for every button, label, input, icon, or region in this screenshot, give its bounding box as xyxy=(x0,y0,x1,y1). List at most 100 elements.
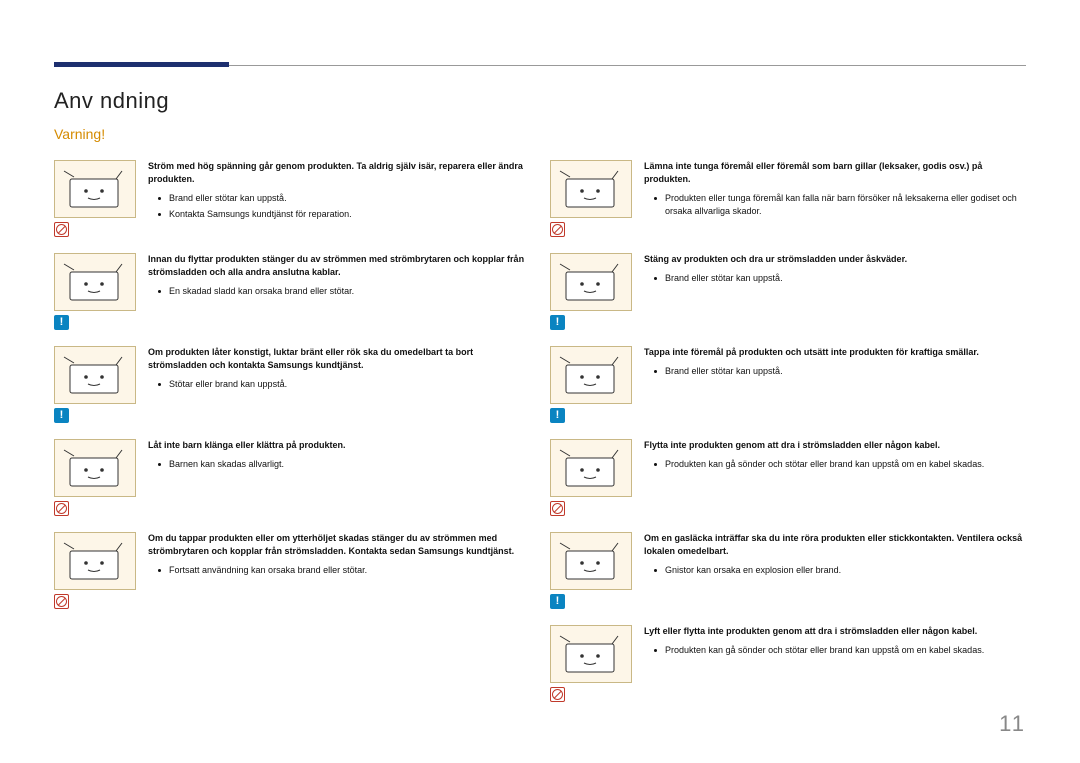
bullet-text: Produkten kan gå sönder och stötar eller… xyxy=(665,644,984,657)
item-lead: Flytta inte produkten genom att dra i st… xyxy=(644,439,1026,452)
bullet-dot xyxy=(654,197,657,200)
item-text: Flytta inte produkten genom att dra i st… xyxy=(644,439,1026,474)
item-lead: Låt inte barn klänga eller klättra på pr… xyxy=(148,439,530,452)
illustration xyxy=(54,439,136,497)
item-text: Lämna inte tunga föremål eller föremål s… xyxy=(644,160,1026,221)
prohibit-icon xyxy=(54,222,69,237)
item-bullet: Stötar eller brand kan uppstå. xyxy=(148,378,530,391)
bullet-text: Brand eller stötar kan uppstå. xyxy=(169,192,287,205)
bullet-text: Produkten eller tunga föremål kan falla … xyxy=(665,192,1026,218)
illustration-column: ! xyxy=(550,532,632,609)
item-text: Tappa inte föremål på produkten och utsä… xyxy=(644,346,1026,381)
warning-item: Ström med hög spänning går genom produkt… xyxy=(54,160,530,237)
item-lead: Om du tappar produkten eller om ytterhöl… xyxy=(148,532,530,558)
item-text: Om en gasläcka inträffar ska du inte rör… xyxy=(644,532,1026,580)
section-heading: Anv ndning xyxy=(54,88,1026,114)
bullet-text: Brand eller stötar kan uppstå. xyxy=(665,272,783,285)
item-bullet: Produkten eller tunga föremål kan falla … xyxy=(644,192,1026,218)
illustration xyxy=(550,625,632,683)
bullet-text: Kontakta Samsungs kundtjänst för reparat… xyxy=(169,208,352,221)
illustration xyxy=(550,439,632,497)
bullet-dot xyxy=(158,290,161,293)
item-text: Om du tappar produkten eller om ytterhöl… xyxy=(148,532,530,580)
warning-item: Lyft eller flytta inte produkten genom a… xyxy=(550,625,1026,702)
bullet-text: Brand eller stötar kan uppstå. xyxy=(665,365,783,378)
item-lead: Lyft eller flytta inte produkten genom a… xyxy=(644,625,1026,638)
item-text: Innan du flyttar produkten stänger du av… xyxy=(148,253,530,301)
prohibit-icon xyxy=(550,687,565,702)
illustration-column xyxy=(54,439,136,516)
illustration xyxy=(54,253,136,311)
left-column: Ström med hög spänning går genom produkt… xyxy=(54,160,530,702)
prohibit-icon xyxy=(54,594,69,609)
illustration-column xyxy=(550,625,632,702)
item-lead: Om produkten låter konstigt, luktar brän… xyxy=(148,346,530,372)
bullet-dot xyxy=(654,649,657,652)
illustration xyxy=(550,160,632,218)
bullet-dot xyxy=(654,370,657,373)
bullet-dot xyxy=(654,277,657,280)
warning-item: ! Om produkten låter konstigt, luktar brä… xyxy=(54,346,530,423)
item-bullet: Brand eller stötar kan uppstå. xyxy=(644,272,1026,285)
illustration xyxy=(550,253,632,311)
bullet-dot xyxy=(158,463,161,466)
right-column: Lämna inte tunga föremål eller föremål s… xyxy=(550,160,1026,702)
illustration-column xyxy=(550,160,632,237)
item-bullet: Brand eller stötar kan uppstå. xyxy=(644,365,1026,378)
bullet-text: Gnistor kan orsaka en explosion eller br… xyxy=(665,564,841,577)
warning-item: ! Innan du flyttar produkten stänger du a… xyxy=(54,253,530,330)
item-lead: Tappa inte föremål på produkten och utsä… xyxy=(644,346,1026,359)
illustration-column xyxy=(550,439,632,516)
bullet-dot xyxy=(158,213,161,216)
bullet-text: Barnen kan skadas allvarligt. xyxy=(169,458,284,471)
content-columns: Ström med hög spänning går genom produkt… xyxy=(54,160,1026,702)
item-bullet: Kontakta Samsungs kundtjänst för reparat… xyxy=(148,208,530,221)
item-text: Ström med hög spänning går genom produkt… xyxy=(148,160,530,224)
prohibit-icon xyxy=(550,222,565,237)
warning-item: Om du tappar produkten eller om ytterhöl… xyxy=(54,532,530,609)
info-icon: ! xyxy=(550,594,565,609)
item-bullet: Gnistor kan orsaka en explosion eller br… xyxy=(644,564,1026,577)
warning-item: Lämna inte tunga föremål eller föremål s… xyxy=(550,160,1026,237)
bullet-text: Produkten kan gå sönder och stötar eller… xyxy=(665,458,984,471)
item-lead: Lämna inte tunga föremål eller föremål s… xyxy=(644,160,1026,186)
bullet-dot xyxy=(158,569,161,572)
accent-bar xyxy=(54,62,229,67)
illustration-column xyxy=(54,160,136,237)
illustration-column: ! xyxy=(54,253,136,330)
info-icon: ! xyxy=(550,315,565,330)
illustration-column: ! xyxy=(54,346,136,423)
prohibit-icon xyxy=(550,501,565,516)
item-bullet: Produkten kan gå sönder och stötar eller… xyxy=(644,458,1026,471)
illustration xyxy=(54,532,136,590)
bullet-dot xyxy=(158,197,161,200)
illustration xyxy=(550,346,632,404)
warning-item: ! Stäng av produkten och dra ur strömslad… xyxy=(550,253,1026,330)
item-lead: Om en gasläcka inträffar ska du inte rör… xyxy=(644,532,1026,558)
warning-item: ! Tappa inte föremål på produkten och uts… xyxy=(550,346,1026,423)
item-text: Lyft eller flytta inte produkten genom a… xyxy=(644,625,1026,660)
item-text: Stäng av produkten och dra ur strömsladd… xyxy=(644,253,1026,288)
illustration-column: ! xyxy=(550,346,632,423)
item-text: Om produkten låter konstigt, luktar brän… xyxy=(148,346,530,394)
bullet-dot xyxy=(158,383,161,386)
item-bullet: Produkten kan gå sönder och stötar eller… xyxy=(644,644,1026,657)
bullet-dot xyxy=(654,463,657,466)
page-number: 11 xyxy=(999,711,1026,737)
bullet-dot xyxy=(654,569,657,572)
bullet-text: En skadad sladd kan orsaka brand eller s… xyxy=(169,285,354,298)
warning-item: Låt inte barn klänga eller klättra på pr… xyxy=(54,439,530,516)
prohibit-icon xyxy=(54,501,69,516)
warning-item: ! Om en gasläcka inträffar ska du inte rö… xyxy=(550,532,1026,609)
item-lead: Ström med hög spänning går genom produkt… xyxy=(148,160,530,186)
info-icon: ! xyxy=(54,315,69,330)
illustration xyxy=(550,532,632,590)
warning-item: Flytta inte produkten genom att dra i st… xyxy=(550,439,1026,516)
illustration xyxy=(54,160,136,218)
item-lead: Stäng av produkten och dra ur strömsladd… xyxy=(644,253,1026,266)
bullet-text: Fortsatt användning kan orsaka brand ell… xyxy=(169,564,367,577)
bullet-text: Stötar eller brand kan uppstå. xyxy=(169,378,287,391)
item-lead: Innan du flyttar produkten stänger du av… xyxy=(148,253,530,279)
illustration xyxy=(54,346,136,404)
item-bullet: Brand eller stötar kan uppstå. xyxy=(148,192,530,205)
